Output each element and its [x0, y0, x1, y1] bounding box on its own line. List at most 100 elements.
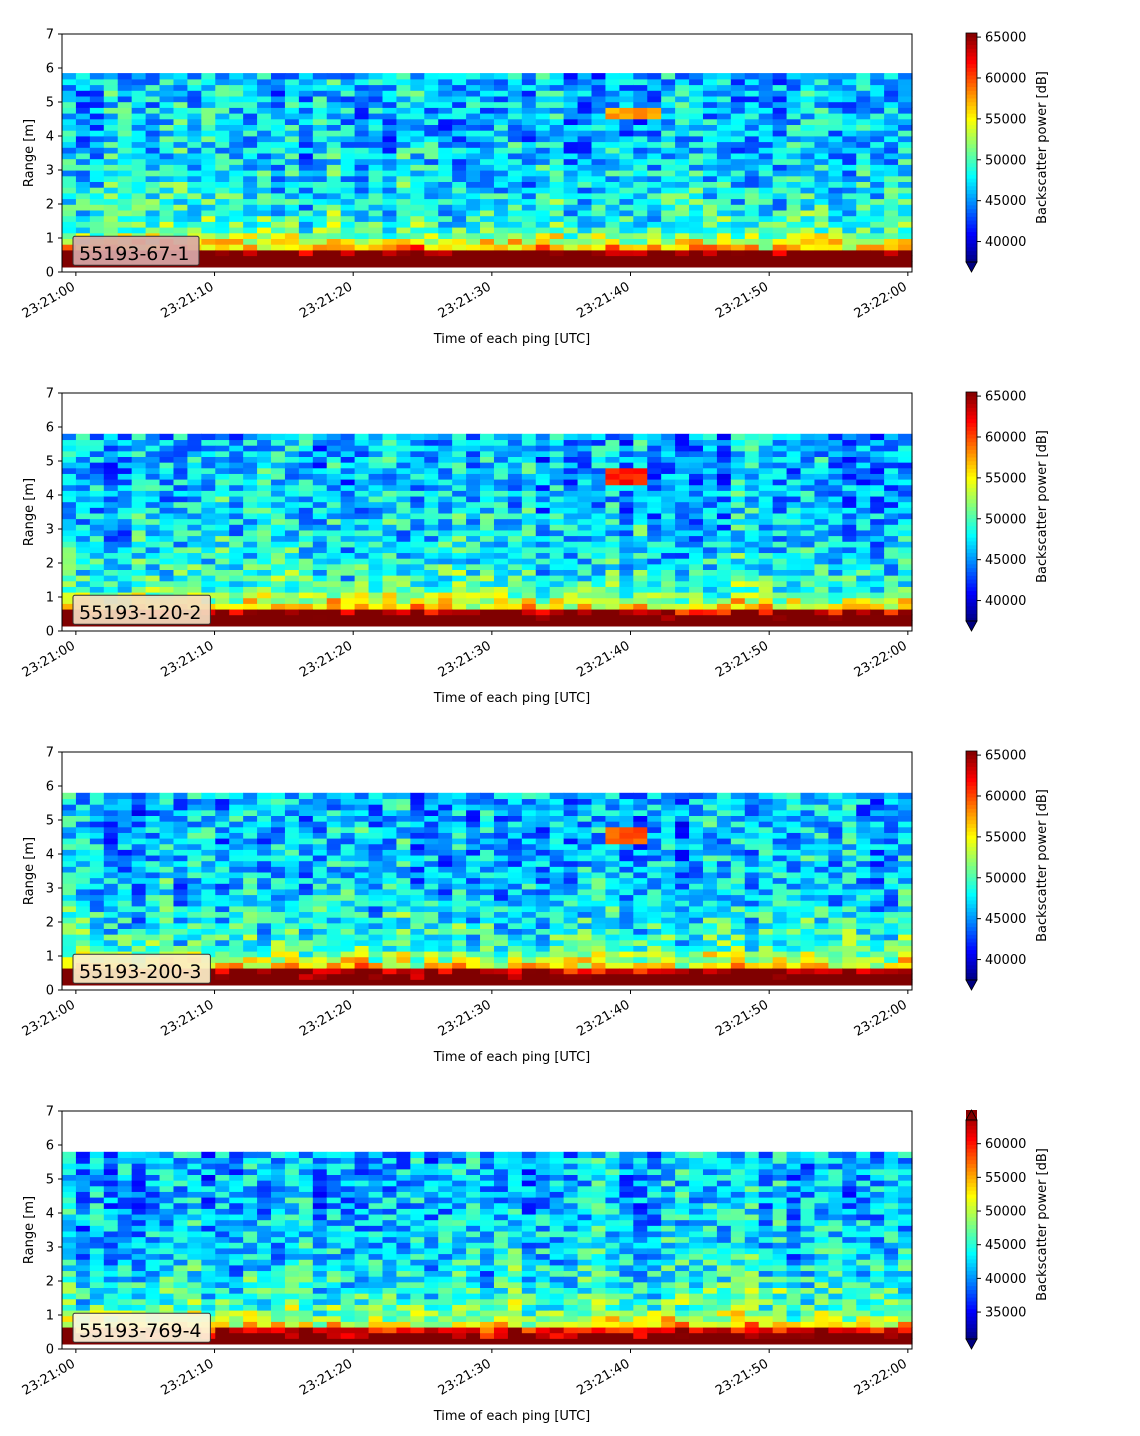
heatmap-cell — [619, 501, 634, 508]
heatmap-cell — [730, 620, 746, 627]
heatmap-cell — [493, 495, 509, 503]
heatmap-cell — [716, 107, 732, 114]
heatmap-cell — [382, 130, 398, 137]
heatmap-cell — [117, 135, 133, 143]
heatmap-cell — [605, 552, 620, 559]
heatmap-cell — [842, 135, 857, 143]
heatmap-cell — [661, 439, 676, 446]
x-tick-label: 23:22:00 — [852, 638, 910, 680]
heatmap-cell — [772, 552, 788, 559]
heatmap-cell — [870, 170, 885, 177]
heatmap-cell — [800, 181, 816, 188]
heatmap-cell — [702, 552, 718, 559]
heatmap-cell — [480, 152, 495, 160]
heatmap-cell — [870, 563, 885, 570]
heatmap-cell — [131, 792, 147, 800]
heatmap-cell — [675, 170, 690, 177]
heatmap-cell — [62, 620, 77, 627]
heatmap-cell — [716, 232, 732, 239]
heatmap-cell — [229, 945, 244, 952]
heatmap-cell — [284, 821, 300, 828]
heatmap-cell — [647, 580, 662, 587]
heatmap-cell — [856, 462, 871, 469]
heatmap-cell — [145, 490, 161, 497]
heatmap-cell — [243, 979, 258, 986]
heatmap-cell — [828, 473, 843, 480]
heatmap-cell — [62, 439, 77, 446]
heatmap-cell — [410, 518, 425, 525]
heatmap-cell — [354, 479, 370, 486]
heatmap-cell — [271, 78, 286, 86]
heatmap-cell — [549, 524, 565, 531]
heatmap-cell — [521, 204, 537, 211]
heatmap-cell — [298, 894, 314, 901]
heatmap-cell — [326, 479, 342, 486]
heatmap-cell — [438, 518, 453, 525]
heatmap-cell — [159, 152, 175, 160]
heatmap-cell — [396, 84, 411, 91]
heatmap-cell — [772, 84, 788, 91]
heatmap-cell — [577, 524, 593, 531]
heatmap-cell — [368, 130, 384, 137]
heatmap-cell — [744, 433, 760, 441]
heatmap-cell — [814, 232, 829, 239]
heatmap-cell — [619, 118, 634, 125]
heatmap-cell — [633, 204, 648, 211]
heatmap-cell — [354, 524, 370, 531]
heatmap-cell — [187, 495, 202, 503]
heatmap-cell — [758, 479, 774, 486]
heatmap-cell — [284, 512, 300, 520]
heatmap-cell — [577, 552, 593, 559]
heatmap-cell — [661, 529, 676, 537]
heatmap-cell — [577, 597, 593, 604]
heatmap-cell — [382, 181, 398, 188]
heatmap-cell — [298, 175, 314, 182]
heatmap-cell — [828, 164, 843, 171]
heatmap-cell — [716, 620, 732, 627]
heatmap-cell — [298, 445, 314, 452]
heatmap-cell — [396, 187, 411, 194]
heatmap-cell — [786, 107, 802, 114]
heatmap-cell — [591, 535, 607, 542]
heatmap-cell — [563, 141, 579, 148]
heatmap-cell — [647, 490, 662, 497]
heatmap-cell — [103, 529, 119, 537]
heatmap-cell — [271, 84, 286, 91]
heatmap-cell — [702, 227, 718, 234]
heatmap-cell — [173, 586, 189, 593]
heatmap-cell — [284, 95, 300, 103]
heatmap-cell — [480, 124, 495, 131]
heatmap-cell — [675, 84, 690, 91]
heatmap-cell — [675, 501, 690, 508]
heatmap-cell — [271, 135, 286, 143]
heatmap-cell — [145, 95, 161, 103]
heatmap-cell — [898, 569, 913, 576]
heatmap-cell — [507, 479, 523, 486]
heatmap-cell — [828, 495, 843, 503]
heatmap-cell — [75, 524, 91, 531]
heatmap-cell — [410, 445, 425, 452]
heatmap-cell — [243, 479, 258, 486]
heatmap-cell — [480, 501, 495, 508]
heatmap-cell — [257, 147, 272, 154]
heatmap-cell — [758, 192, 774, 200]
heatmap-cell — [563, 473, 579, 480]
heatmap-cell — [521, 586, 537, 593]
heatmap-cell — [452, 181, 467, 188]
heatmap-cell — [856, 608, 871, 616]
heatmap-cell — [410, 507, 425, 514]
heatmap-cell — [800, 90, 816, 97]
heatmap-cell — [702, 73, 718, 80]
heatmap-cell — [772, 261, 788, 268]
heatmap-cell — [856, 78, 871, 86]
heatmap-cell — [326, 244, 342, 251]
heatmap-cell — [326, 541, 342, 548]
heatmap-cell — [716, 490, 732, 497]
heatmap-cell — [689, 232, 704, 239]
heatmap-cell — [619, 227, 634, 234]
heatmap-cell — [842, 569, 857, 576]
colorbar-segment — [966, 537, 977, 542]
heatmap-cell — [396, 249, 411, 257]
heatmap-cell — [89, 524, 105, 531]
heatmap-cell — [382, 164, 398, 171]
